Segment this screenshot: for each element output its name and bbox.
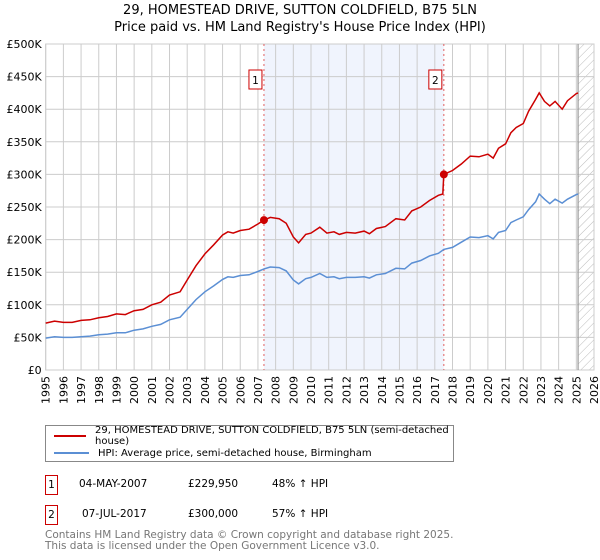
x-tick-label: 2016 — [411, 376, 424, 404]
x-tick-label: 2011 — [323, 376, 336, 404]
x-tick-label: 2002 — [164, 376, 177, 404]
x-tick-label: 2018 — [447, 376, 460, 404]
x-tick-label: 2013 — [358, 376, 371, 404]
transaction-date: 07-JUL-2017 — [82, 508, 147, 520]
x-tick-label: 2009 — [287, 376, 300, 404]
x-tick-label: 2004 — [199, 376, 212, 404]
y-tick-label: £100K — [6, 299, 42, 312]
footer: Contains HM Land Registry data © Crown c… — [45, 530, 453, 552]
footer-line-1: Contains HM Land Registry data © Crown c… — [45, 529, 454, 541]
legend-swatch-red — [54, 435, 87, 437]
hpi-line — [45, 192, 579, 339]
x-tick-label: 2022 — [517, 376, 530, 404]
x-tick-label: 2008 — [270, 376, 283, 404]
y-tick-label: £150K — [6, 266, 42, 279]
y-tick-label: £400K — [6, 103, 42, 116]
y-tick-label: £50K — [13, 331, 42, 344]
x-tick-label: 1995 — [40, 376, 53, 404]
x-tick-label: 2023 — [535, 376, 548, 404]
x-tick-label: 2019 — [464, 376, 477, 404]
transaction-price: £300,000 — [188, 508, 239, 520]
transaction-hpi: 57% ↑ HPI — [272, 508, 329, 520]
y-tick-label: £300K — [6, 168, 42, 181]
x-tick-label: 2010 — [305, 376, 318, 404]
sale-point-2 — [439, 170, 448, 179]
marker-badge: 1 — [45, 475, 58, 495]
x-tick-label: 2003 — [181, 376, 194, 404]
legend-label: 29, HOMESTEAD DRIVE, SUTTON COLDFIELD, B… — [95, 425, 449, 447]
x-tick-label: 2012 — [340, 376, 353, 404]
x-tick-label: 1999 — [110, 376, 123, 404]
sale-point-1 — [259, 216, 268, 225]
property-price-line — [45, 91, 579, 324]
x-tick-label: 1998 — [93, 376, 106, 404]
x-tick-label: 2014 — [376, 376, 389, 404]
x-tick-label: 2020 — [482, 376, 495, 404]
legend-swatch-blue — [54, 452, 89, 454]
plot-frame — [45, 43, 595, 371]
x-tick-label: 2000 — [128, 376, 141, 404]
x-tick-label: 2015 — [393, 376, 406, 404]
price-chart: 1995 1996 1997 1998 1999 2000 2001 2002 2003 2004… — [6, 38, 600, 404]
chart-title: 29, HOMESTEAD DRIVE, SUTTON COLDFIELD, B… — [123, 3, 477, 18]
marker-box-1 — [248, 69, 263, 90]
marker-label-1: 1 — [252, 75, 259, 87]
legend-item-property: 29, HOMESTEAD DRIVE, SUTTON COLDFIELD, B… — [54, 425, 453, 447]
x-tick-label: 2025 — [570, 376, 583, 404]
legend-label: HPI: Average price, semi-detached house,… — [98, 447, 372, 459]
y-tick-label: £450K — [6, 71, 42, 84]
legend-item-hpi: HPI: Average price, semi-detached house,… — [54, 446, 372, 460]
chart-subtitle: Price paid vs. HM Land Registry's House … — [114, 20, 486, 35]
footer-line-2: This data is licensed under the Open Gov… — [45, 540, 380, 552]
x-tick-label: 2026 — [588, 376, 600, 404]
marker-label-2: 2 — [432, 75, 439, 87]
x-tick-label: 1997 — [75, 376, 88, 404]
x-tick-label: 2006 — [234, 376, 247, 404]
y-tick-label: £350K — [6, 136, 42, 149]
x-tick-label: 2001 — [146, 376, 159, 404]
x-tick-label: 1996 — [57, 376, 70, 404]
transaction-date: 04-MAY-2007 — [79, 478, 148, 490]
x-tick-label: 2024 — [553, 376, 566, 404]
transaction-price: £229,950 — [188, 478, 239, 490]
y-tick-label: £250K — [6, 201, 42, 214]
legend: 29, HOMESTEAD DRIVE, SUTTON COLDFIELD, B… — [45, 425, 454, 462]
y-tick-label: £500K — [6, 38, 42, 51]
marker-box-2 — [428, 69, 443, 90]
x-tick-label: 2017 — [429, 376, 442, 404]
y-tick-label: £200K — [6, 234, 42, 247]
transaction-hpi: 48% ↑ HPI — [272, 478, 329, 490]
x-tick-label: 2007 — [252, 376, 265, 404]
marker-badge: 2 — [45, 505, 58, 525]
x-tick-label: 2005 — [217, 376, 230, 404]
x-tick-label: 2021 — [500, 376, 513, 404]
y-tick-label: £0 — [28, 364, 42, 377]
